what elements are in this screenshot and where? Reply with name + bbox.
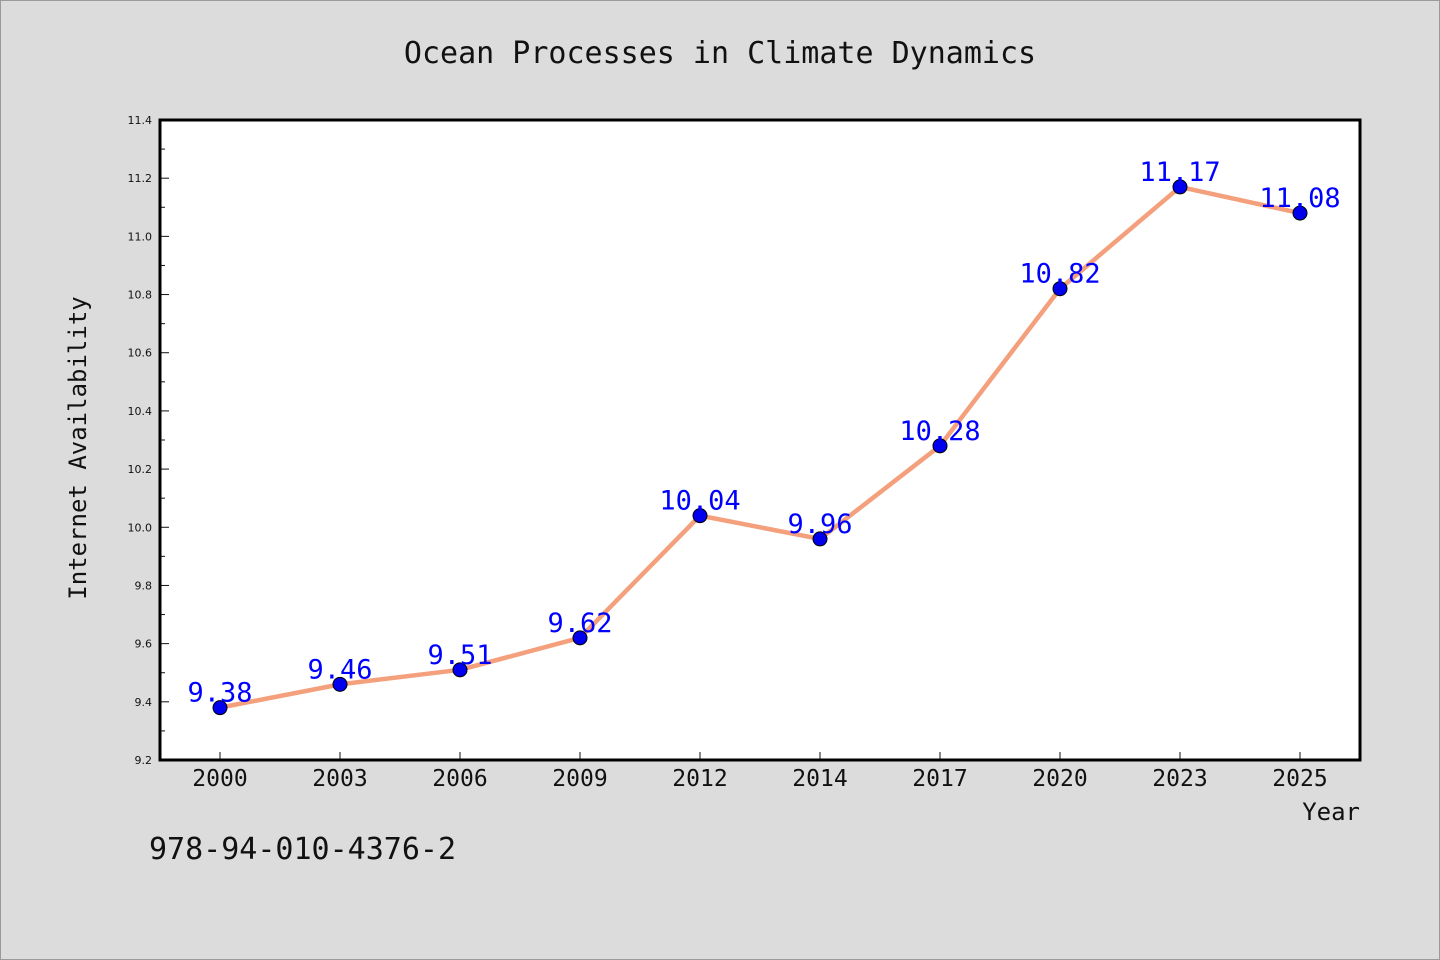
data-point [932, 438, 948, 454]
isbn-code-text: 978-94-010-4376-2 [149, 832, 457, 867]
x-tick-label: 2025 [1272, 766, 1327, 792]
y-tick-label: 9.6 [135, 638, 153, 651]
data-point [1052, 281, 1068, 297]
x-tick-label: 2000 [192, 766, 247, 792]
data-label: 10.04 [659, 486, 740, 517]
data-point [212, 700, 228, 716]
y-axis-label: Internet Availability [64, 296, 92, 599]
data-point [812, 531, 828, 547]
data-point [1292, 205, 1308, 221]
data-point [572, 630, 588, 646]
y-tick-label: 9.2 [135, 754, 153, 767]
data-label: 11.08 [1259, 183, 1340, 214]
data-point [1172, 179, 1188, 195]
x-tick-label: 2006 [432, 766, 487, 792]
series-line [217, 184, 1303, 710]
data-label: 10.28 [899, 416, 980, 447]
x-tick-label: 2012 [672, 766, 727, 792]
x-tick-label: 2009 [552, 766, 607, 792]
x-tick-label: 2014 [792, 766, 847, 792]
x-tick-label: 2017 [912, 766, 967, 792]
y-tick-label: 10.2 [128, 463, 153, 476]
y-tick-label: 10.4 [128, 405, 153, 418]
data-point [692, 508, 708, 524]
data-label: 11.17 [1139, 157, 1220, 188]
data-label: 9.46 [307, 654, 372, 685]
y-tick-label: 11.0 [128, 230, 153, 243]
plot-border [158, 118, 1362, 762]
data-point [332, 676, 348, 692]
y-tick-label: 10.8 [128, 289, 153, 302]
x-tick-label: 2003 [312, 766, 367, 792]
x-tick-label: 2023 [1152, 766, 1207, 792]
y-tick-label: 11.2 [128, 172, 153, 185]
data-label: 9.96 [787, 509, 852, 540]
data-label: 10.82 [1019, 259, 1100, 290]
data-label: 9.51 [427, 640, 492, 671]
y-tick-label: 10.0 [128, 521, 153, 534]
y-tick-label: 9.8 [135, 579, 153, 592]
x-axis-label: Year [1302, 798, 1360, 826]
plot-area [160, 120, 1360, 760]
chart-title: Ocean Processes in Climate Dynamics [404, 36, 1036, 71]
x-tick-label: 2020 [1032, 766, 1087, 792]
y-tick-label: 9.4 [135, 696, 153, 709]
data-label: 9.62 [547, 608, 612, 639]
y-tick-label: 11.4 [128, 114, 153, 127]
y-tick-label: 10.6 [128, 347, 153, 360]
data-label: 9.38 [187, 678, 252, 709]
data-point [452, 662, 468, 678]
